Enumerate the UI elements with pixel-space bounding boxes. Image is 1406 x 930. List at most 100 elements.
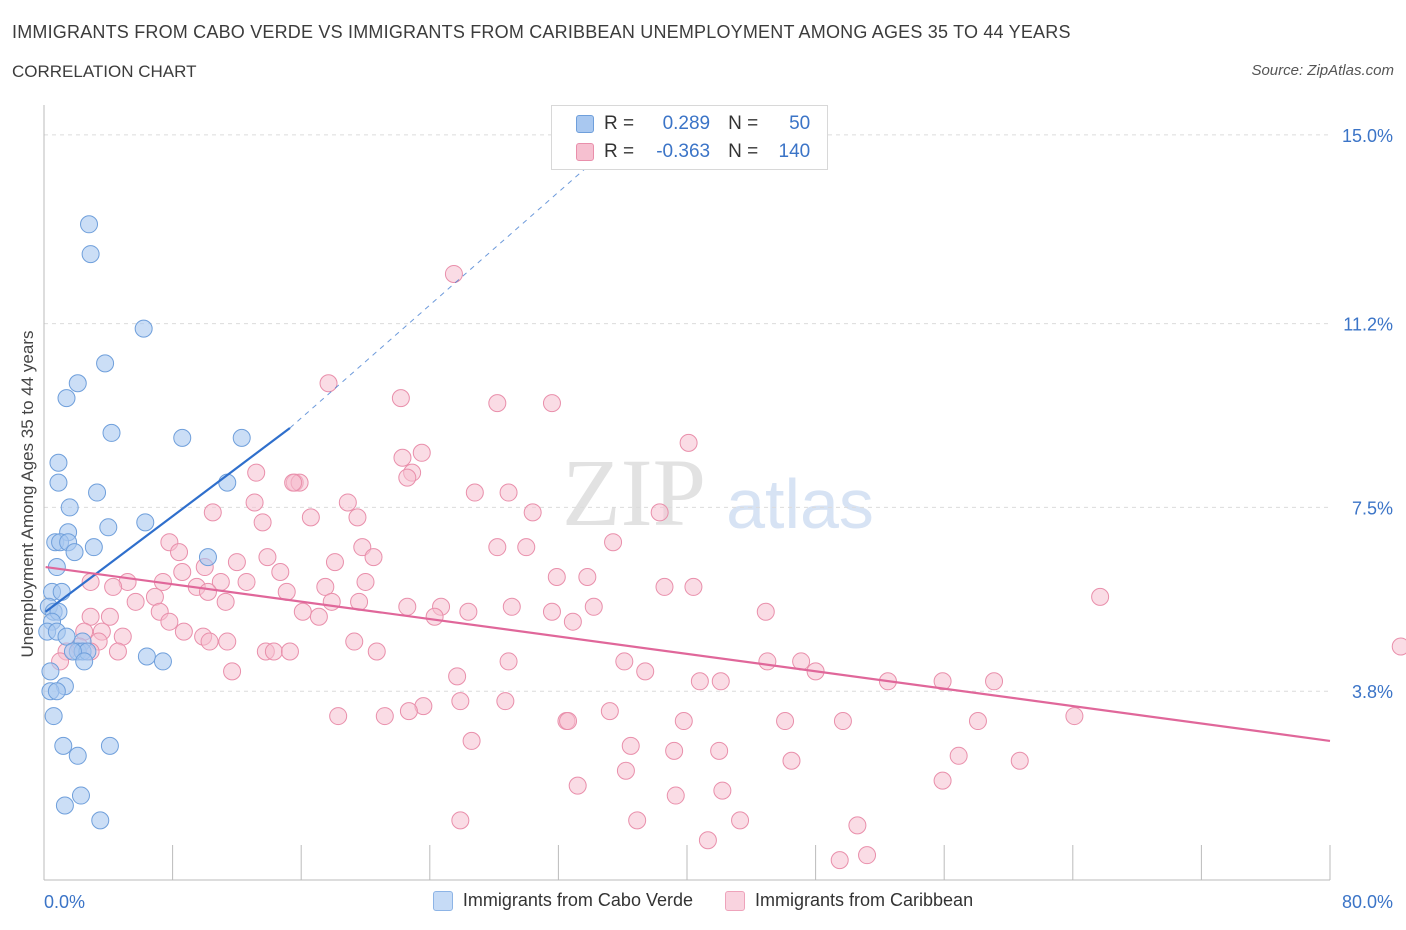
caribbean-point xyxy=(542,394,561,413)
y-tick-label: 7.5% xyxy=(1352,498,1393,518)
caribbean-point xyxy=(218,632,237,651)
caribbean-point xyxy=(758,652,777,671)
caribbean-point xyxy=(628,811,647,830)
source-label: Source: ZipAtlas.com xyxy=(1251,62,1394,79)
tick-labels: 3.8% 7.5% 11.2% 15.0% 0.0% 80.0% xyxy=(44,126,1393,912)
caribbean-point xyxy=(488,538,507,557)
caribbean-point xyxy=(559,712,578,731)
caribbean-point xyxy=(462,731,481,750)
caribbean-point xyxy=(227,553,246,572)
watermark-zip: ZIP xyxy=(562,439,706,546)
cabo-verde-point xyxy=(91,811,110,830)
caribbean-point xyxy=(345,632,364,651)
caribbean-point xyxy=(264,642,283,661)
caribbean-point xyxy=(451,811,470,830)
caribbean-point xyxy=(258,548,277,567)
y-axis-label: Unemployment Among Ages 35 to 44 years xyxy=(18,331,37,658)
y-tick-label: 15.0% xyxy=(1342,126,1393,146)
caribbean-point xyxy=(160,612,179,631)
caribbean-point xyxy=(833,712,852,731)
blue-square-icon xyxy=(432,890,453,911)
caribbean-point xyxy=(203,503,222,522)
cabo-verde-point xyxy=(134,319,153,338)
r-label: R = xyxy=(604,141,635,162)
caribbean-point xyxy=(237,572,256,591)
chart-title: IMMIGRANTS FROM CABO VERDE VS IMMIGRANTS… xyxy=(12,22,1071,42)
caribbean-point xyxy=(353,538,372,557)
y-tick-label: 11.2% xyxy=(1343,315,1393,335)
cabo-verde-point xyxy=(60,498,79,517)
n-label: N = xyxy=(728,141,759,162)
caribbean-point xyxy=(568,776,587,795)
caribbean-point xyxy=(563,612,582,631)
caribbean-points xyxy=(51,264,1406,870)
cabo-verde-point xyxy=(49,453,68,472)
caribbean-point xyxy=(968,712,987,731)
caribbean-point xyxy=(198,582,217,601)
caribbean-point xyxy=(448,667,467,686)
caribbean-point xyxy=(848,816,867,835)
caribbean-point xyxy=(444,264,463,283)
caribbean-point xyxy=(578,567,597,586)
cabo-verde-point xyxy=(102,423,121,442)
caribbean-point xyxy=(604,533,623,552)
caribbean-point xyxy=(174,622,193,641)
caribbean-point xyxy=(933,771,952,790)
caribbean-point xyxy=(616,761,635,780)
legend-label: Immigrants from Cabo Verde xyxy=(462,890,693,910)
cabo-verde-point xyxy=(63,642,82,661)
caribbean-point xyxy=(949,746,968,765)
caribbean-point xyxy=(465,483,484,502)
legend-item-cabo-verde[interactable]: Immigrants from Cabo Verde xyxy=(432,890,693,911)
cabo-verde-point xyxy=(136,513,155,532)
caribbean-point xyxy=(523,503,542,522)
caribbean-point xyxy=(398,468,417,487)
grid-lines xyxy=(44,134,1330,692)
caribbean-point xyxy=(584,597,603,616)
caribbean-point xyxy=(367,642,386,661)
n-label: N = xyxy=(728,113,759,134)
cabo-verde-point xyxy=(81,245,100,264)
caribbean-point xyxy=(126,592,145,611)
cabo-verde-point xyxy=(41,662,60,681)
cabo-verde-point xyxy=(218,473,237,492)
caribbean-point xyxy=(547,567,566,586)
caribbean-point xyxy=(412,443,431,462)
caribbean-point xyxy=(1391,637,1406,656)
caribbean-point xyxy=(280,642,299,661)
caribbean-point xyxy=(636,662,655,681)
cabo-verde-point xyxy=(49,473,68,492)
caribbean-point xyxy=(108,642,127,661)
cabo-verde-point xyxy=(173,428,192,447)
caribbean-point xyxy=(517,538,536,557)
caribbean-point xyxy=(665,741,684,760)
caribbean-point xyxy=(375,707,394,726)
caribbean-point xyxy=(792,652,811,671)
cabo-verde-point xyxy=(54,736,73,755)
caribbean-point xyxy=(496,692,515,711)
caribbean-point xyxy=(81,607,100,626)
x-tick-label: 0.0% xyxy=(44,892,85,912)
caribbean-point xyxy=(325,553,344,572)
legend-item-caribbean[interactable]: Immigrants from Caribbean xyxy=(725,890,973,911)
caribbean-point xyxy=(319,374,338,393)
cabo-verde-point xyxy=(232,428,251,447)
pink-square-icon xyxy=(725,890,745,911)
caribbean-point xyxy=(782,751,801,770)
caribbean-point xyxy=(711,672,730,691)
caribbean-point xyxy=(615,652,634,671)
legend-label: Immigrants from Caribbean xyxy=(755,890,974,910)
caribbean-point xyxy=(393,448,412,467)
cabo-verde-point xyxy=(96,354,115,373)
watermark-atlas: atlas xyxy=(726,465,874,543)
caribbean-point xyxy=(542,602,561,621)
caribbean-point xyxy=(666,786,685,805)
caribbean-point xyxy=(756,602,775,621)
caribbean-point xyxy=(316,577,335,596)
cabo-verde-point xyxy=(55,796,74,815)
caribbean-point xyxy=(1091,587,1110,606)
r-value: 0.289 xyxy=(662,113,711,134)
caribbean-point xyxy=(145,587,164,606)
cabo-verde-point xyxy=(80,215,99,234)
caribbean-point xyxy=(655,577,674,596)
